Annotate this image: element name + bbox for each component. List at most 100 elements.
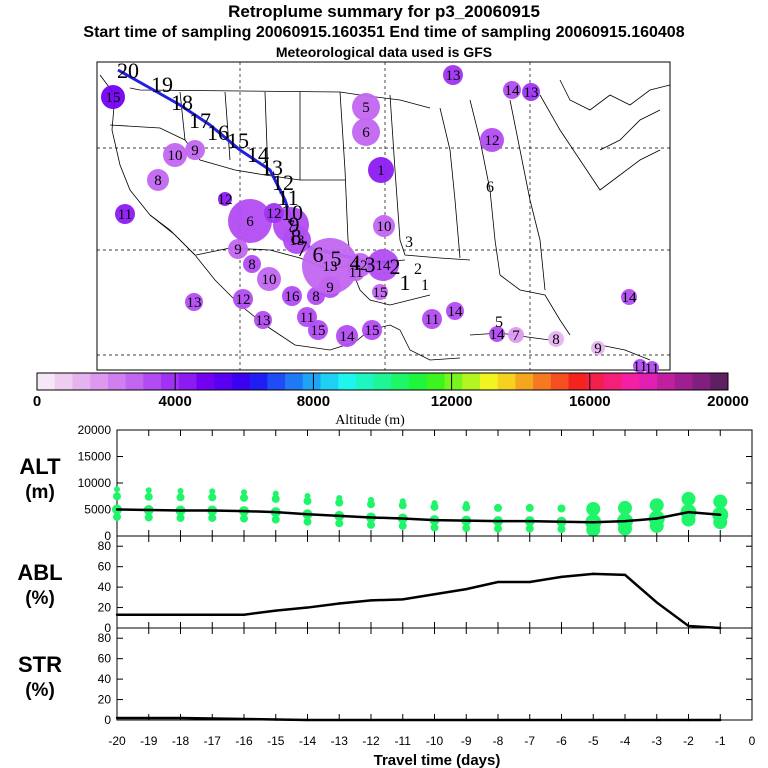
colorbar-label: Altitude (m) [335,413,405,428]
map-cluster-circle [218,192,232,206]
map-cluster-label: 9 [594,341,602,357]
x-tick-label: -12 [362,734,380,748]
map-cluster-label: 6 [246,214,254,230]
y-tick-label: 15000 [78,450,112,464]
series-point [465,519,468,522]
series-point [179,716,182,720]
map-cluster-circle [254,311,272,329]
series-point [338,514,341,518]
series-point [465,587,468,591]
series-point [306,513,309,516]
series-point [179,509,182,512]
x-tick-label: -3 [651,734,662,748]
colorbar-tick-label: 8000 [297,393,330,410]
map-cluster-circle [264,203,284,223]
series-point [433,593,436,596]
colorbar-swatch [54,373,73,390]
alt-distribution-dot [649,518,664,533]
map-cluster-circle [163,143,187,167]
alt-distribution-dot [367,500,375,509]
colorbar-swatch [692,373,711,390]
series-point [242,509,246,513]
panel-frame [116,627,753,721]
colorbar-tick-label: 16000 [569,393,611,410]
series-point [115,613,119,616]
map-cluster-circle [115,204,135,224]
map-cluster-label: 8 [154,173,162,189]
map-cluster-label: 1 [377,163,385,179]
chart-title: Retroplume summary for p3_20060915 [228,2,540,21]
map-cluster-label: 13 [323,259,338,275]
series-point [719,513,722,516]
x-tick-label: -10 [426,734,444,748]
colorbar-tick-label: 20000 [707,393,749,410]
map-cluster-circle [228,199,272,243]
alt-distribution-dot [368,496,374,503]
alt-distribution-dot [144,513,153,522]
alt-distribution-dot [335,498,344,507]
map-cluster-label: 9 [234,242,242,258]
map-cluster-label: 11 [425,312,439,328]
map-cluster-label: 10 [377,219,392,235]
alt-distribution-dot [335,519,344,528]
map-cluster-label: 14 [490,327,506,343]
y-tick-label: 20000 [78,423,112,437]
colorbar-swatch [302,373,321,390]
colorbar-swatch [37,373,56,390]
alt-distribution-dot [240,514,248,523]
colorbar-swatch [196,373,215,390]
trajectory-day-label: 14 [247,142,269,167]
alt-distribution-dot [618,521,632,536]
series-point [592,718,595,722]
y-tick-label: 40 [98,580,112,594]
trajectory-day-label: 5 [331,246,342,271]
trajectory-day-label: 12 [272,170,294,195]
colorbar-swatch [125,373,144,390]
series-point [274,510,277,514]
alt-distribution-dot [557,525,566,534]
trajectory-day-label: 6 [313,242,324,267]
x-tick-label: -2 [683,734,694,748]
series-point [401,718,404,722]
alt-distribution-dot [367,520,375,529]
colorbar-swatch [161,373,180,390]
x-tick-label: -7 [524,734,535,748]
series-point [592,572,595,576]
map-cluster-label: 7 [287,218,295,234]
map-cluster-circle [362,320,382,340]
map-cluster-circle [302,238,358,294]
map-clusters [101,65,659,375]
altitude-colorbar: 0 4000 8000 12000 16000 20000 [33,372,749,410]
panel-y-label: (%) [25,680,55,701]
series-point [687,624,690,628]
colorbar-swatch [391,373,410,390]
map-cluster-circle [147,169,169,191]
map-cluster-label: 11 [300,310,314,326]
alt-distribution-dot [114,486,120,493]
alt-distribution-dot [462,524,471,533]
map-cluster-label: 7 [512,328,520,344]
colorbar-swatch [674,373,694,390]
map-cluster-label: 12 [353,258,368,274]
alt-distribution-dot [177,488,184,495]
map-cluster-circle [368,157,394,183]
series-point [401,517,404,520]
series-point [560,718,563,722]
map-text-label: 1 [421,277,429,294]
map-cluster-label: 8 [552,332,560,348]
alt-distribution-dot [399,498,406,505]
trajectory-day-label: 11 [277,185,298,210]
series-point [592,521,595,524]
alt-distribution-dot [557,504,566,513]
map-cluster-label: 10 [262,272,277,288]
trajectory-day-label: 4 [350,250,361,275]
series-line [117,572,721,630]
x-axis-label: Travel time (days) [374,752,501,768]
alt-distribution-dot [145,487,152,494]
map-cluster-circle [352,118,380,146]
trajectory-day-label: 19 [151,72,173,97]
map-cluster-label: 12 [218,192,233,208]
map-cluster-label: 11 [118,207,132,223]
x-tick-label: -8 [493,734,504,748]
